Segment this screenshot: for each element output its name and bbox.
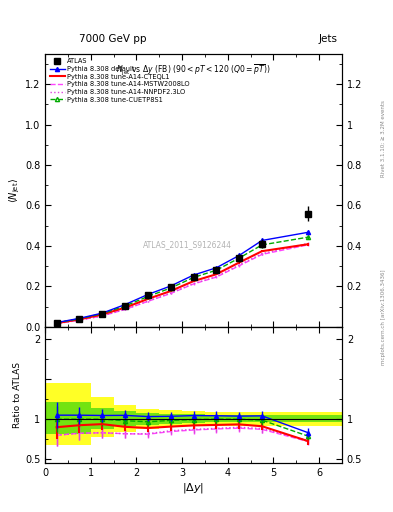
Text: 7000 GeV pp: 7000 GeV pp — [79, 34, 146, 45]
Y-axis label: Ratio to ATLAS: Ratio to ATLAS — [13, 362, 22, 428]
Text: Rivet 3.1.10; ≥ 3.2M events: Rivet 3.1.10; ≥ 3.2M events — [381, 100, 386, 177]
Text: $N_\mathrm{jet}\ \mathrm{vs}\ \Delta y\ \mathrm{(FB)}\ (90 < pT < 120\ (Q0 = \ov: $N_\mathrm{jet}\ \mathrm{vs}\ \Delta y\ … — [116, 62, 271, 77]
Legend: ATLAS, Pythia 8.308 default, Pythia 8.308 tune-A14-CTEQL1, Pythia 8.308 tune-A14: ATLAS, Pythia 8.308 default, Pythia 8.30… — [48, 57, 191, 104]
Y-axis label: $\langle N_\mathrm{jet}\rangle$: $\langle N_\mathrm{jet}\rangle$ — [8, 178, 22, 203]
Text: mcplots.cern.ch [arXiv:1306.3436]: mcplots.cern.ch [arXiv:1306.3436] — [381, 270, 386, 365]
Text: Jets: Jets — [319, 34, 338, 45]
X-axis label: $|\Delta y|$: $|\Delta y|$ — [182, 481, 205, 495]
Text: ATLAS_2011_S9126244: ATLAS_2011_S9126244 — [143, 241, 232, 249]
